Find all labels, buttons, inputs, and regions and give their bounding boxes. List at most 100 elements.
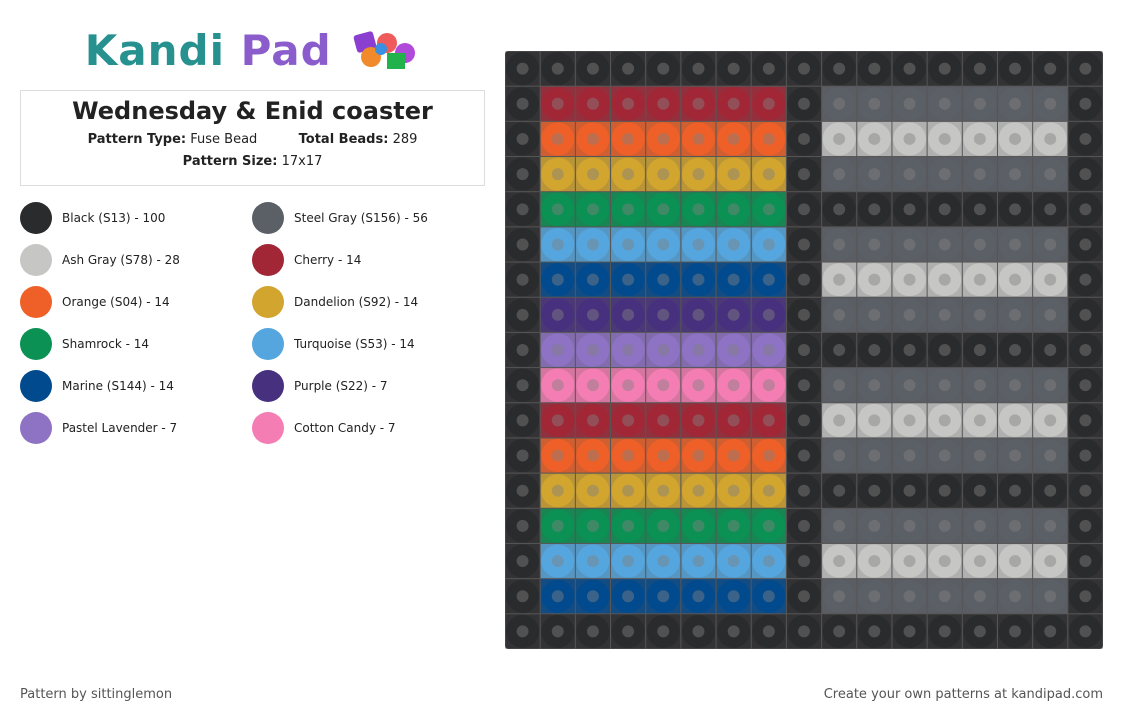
bead-hole — [798, 449, 810, 462]
bead-hole — [903, 203, 916, 216]
bead-hole — [833, 414, 846, 427]
bead-hole — [551, 555, 564, 568]
bead — [506, 87, 540, 121]
size-label: Pattern Size: — [182, 154, 278, 169]
bead-hole — [1044, 484, 1057, 497]
bead-hole — [833, 625, 846, 638]
bead — [611, 438, 645, 473]
promo[interactable]: Create your own patterns at kandipad.com — [823, 687, 1103, 702]
bead — [892, 614, 927, 648]
bead — [506, 122, 540, 156]
credit: Pattern by sittinglemon — [20, 687, 173, 702]
bead-hole — [938, 132, 951, 145]
bead — [928, 52, 962, 86]
bead — [822, 263, 856, 297]
bead — [576, 87, 610, 121]
bead — [998, 438, 1032, 473]
bead-hole — [938, 344, 951, 356]
bead — [1033, 474, 1067, 508]
bead — [787, 438, 821, 473]
bead-hole — [516, 414, 529, 427]
bead-hole — [1009, 379, 1022, 392]
bead-hole — [1009, 132, 1022, 145]
bead — [646, 52, 680, 86]
bead-hole — [1009, 414, 1022, 427]
bead-hole — [1044, 379, 1057, 392]
bead — [963, 333, 997, 367]
bead — [611, 614, 645, 648]
bead-hole — [622, 344, 635, 356]
bead-hole — [551, 132, 564, 145]
bead-hole — [586, 625, 599, 638]
bead — [787, 52, 821, 86]
bead-hole — [868, 203, 881, 216]
bead-hole — [903, 168, 916, 181]
bead — [646, 157, 680, 191]
bead — [1068, 474, 1102, 508]
bead-hole — [727, 97, 740, 110]
bead-hole — [657, 132, 670, 145]
bead — [541, 87, 575, 121]
bead-hole — [622, 203, 635, 216]
bead — [1068, 52, 1102, 86]
bead-hole — [516, 625, 529, 638]
bead-hole — [1044, 344, 1057, 356]
bead-hole — [586, 344, 599, 356]
legend-item: Ash Gray (S78) - 28 — [20, 243, 180, 277]
bead — [1068, 333, 1102, 367]
bead-hole — [586, 484, 599, 497]
bead — [681, 438, 716, 473]
bead-hole — [1079, 273, 1092, 286]
bead — [541, 438, 575, 473]
bead — [681, 474, 716, 508]
bead — [892, 192, 927, 226]
bead — [963, 438, 997, 473]
legend-label: Cotton Candy - 7 — [294, 421, 396, 435]
bead-hole — [1044, 449, 1057, 462]
bead-hole — [551, 625, 564, 638]
bead-hole — [762, 168, 775, 181]
logo-right: Pad — [240, 26, 332, 75]
bead-hole — [1079, 379, 1092, 392]
bead-hole — [692, 519, 705, 532]
bead — [963, 298, 997, 332]
bead-hole — [973, 379, 986, 392]
bead — [681, 614, 716, 648]
bead-hole — [868, 590, 881, 603]
bead — [576, 403, 610, 437]
legend-item: Dandelion (S92) - 14 — [252, 285, 418, 319]
bead — [681, 263, 716, 297]
bead-hole — [1009, 308, 1022, 321]
bead — [541, 263, 575, 297]
bead — [752, 122, 786, 156]
bead — [646, 474, 680, 508]
bead — [892, 52, 927, 86]
bead-hole — [973, 519, 986, 532]
bead — [717, 474, 751, 508]
bead-hole — [1044, 590, 1057, 603]
bead — [611, 157, 645, 191]
bead — [787, 614, 821, 648]
bead — [611, 333, 645, 367]
bead — [857, 192, 891, 226]
bead-hole — [1044, 97, 1057, 110]
bead — [787, 509, 821, 543]
bead — [857, 122, 891, 156]
bead-hole — [622, 625, 635, 638]
bead — [541, 474, 575, 508]
bead-hole — [586, 308, 599, 321]
bead — [928, 544, 962, 578]
bead — [506, 192, 540, 226]
swatch — [252, 244, 284, 276]
bead — [752, 333, 786, 367]
bead — [998, 368, 1032, 402]
bead — [611, 474, 645, 508]
bead — [681, 192, 716, 226]
bead-hole — [833, 590, 846, 603]
bead — [998, 263, 1032, 297]
bead — [822, 227, 856, 262]
bead — [892, 122, 927, 156]
bead — [506, 509, 540, 543]
bead-hole — [586, 97, 599, 110]
bead-hole — [516, 590, 529, 603]
